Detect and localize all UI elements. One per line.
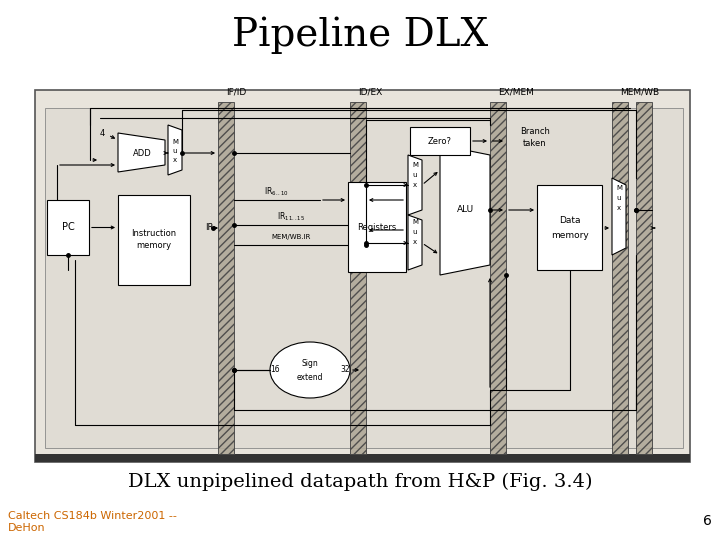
Text: MEM/WB.IR: MEM/WB.IR <box>271 234 311 240</box>
Polygon shape <box>612 178 626 255</box>
Text: IR: IR <box>205 224 213 233</box>
Text: ID/EX: ID/EX <box>358 87 382 97</box>
Bar <box>490 102 506 454</box>
Text: memory: memory <box>551 231 588 240</box>
Text: x: x <box>413 182 417 188</box>
Text: M: M <box>172 139 178 145</box>
Bar <box>350 102 366 454</box>
Text: ADD: ADD <box>132 148 151 158</box>
Bar <box>636 102 652 454</box>
Text: x: x <box>617 205 621 211</box>
Text: u: u <box>173 148 177 154</box>
Text: Data: Data <box>559 216 580 225</box>
Text: IR$_{6..10}$: IR$_{6..10}$ <box>264 186 289 198</box>
Text: Zero?: Zero? <box>428 137 452 145</box>
Ellipse shape <box>270 342 350 398</box>
Text: u: u <box>413 172 418 178</box>
Text: 16: 16 <box>270 366 280 375</box>
Text: M: M <box>616 185 622 191</box>
Text: M: M <box>412 162 418 168</box>
Bar <box>537 185 602 270</box>
Text: Registers: Registers <box>357 222 397 232</box>
Bar <box>218 102 234 454</box>
Text: u: u <box>413 229 418 235</box>
Text: 4: 4 <box>99 129 104 138</box>
Text: 6: 6 <box>703 514 712 528</box>
Text: extend: extend <box>297 373 323 381</box>
Text: M: M <box>412 219 418 225</box>
Text: Pipeline DLX: Pipeline DLX <box>232 16 488 54</box>
Polygon shape <box>168 125 182 175</box>
Bar <box>35 454 690 462</box>
Text: IF/ID: IF/ID <box>226 87 246 97</box>
Bar <box>118 195 190 285</box>
Text: Instruction: Instruction <box>132 230 176 239</box>
Bar <box>612 102 628 454</box>
Text: EX/MEM: EX/MEM <box>498 87 534 97</box>
Text: DLX unpipelined datapath from H&P (Fig. 3.4): DLX unpipelined datapath from H&P (Fig. … <box>127 473 593 491</box>
Text: PC: PC <box>62 222 74 233</box>
Text: IR$_{11..15}$: IR$_{11..15}$ <box>277 211 305 223</box>
Polygon shape <box>408 155 422 215</box>
Bar <box>47 200 89 255</box>
Text: x: x <box>413 239 417 245</box>
Polygon shape <box>118 133 165 172</box>
Bar <box>45 108 683 448</box>
Text: Branch: Branch <box>520 127 550 137</box>
Polygon shape <box>440 145 490 275</box>
Bar <box>35 90 690 462</box>
Text: Sign: Sign <box>302 360 318 368</box>
Bar <box>348 182 406 272</box>
Text: memory: memory <box>136 241 171 251</box>
Polygon shape <box>408 215 422 270</box>
Text: MEM/WB: MEM/WB <box>620 87 659 97</box>
Text: Caltech CS184b Winter2001 --
DeHon: Caltech CS184b Winter2001 -- DeHon <box>8 511 177 533</box>
Text: 32: 32 <box>340 366 350 375</box>
Bar <box>410 127 470 155</box>
Text: x: x <box>173 157 177 163</box>
Text: taken: taken <box>523 139 546 148</box>
Text: ALU: ALU <box>456 206 474 214</box>
Text: u: u <box>617 195 621 201</box>
